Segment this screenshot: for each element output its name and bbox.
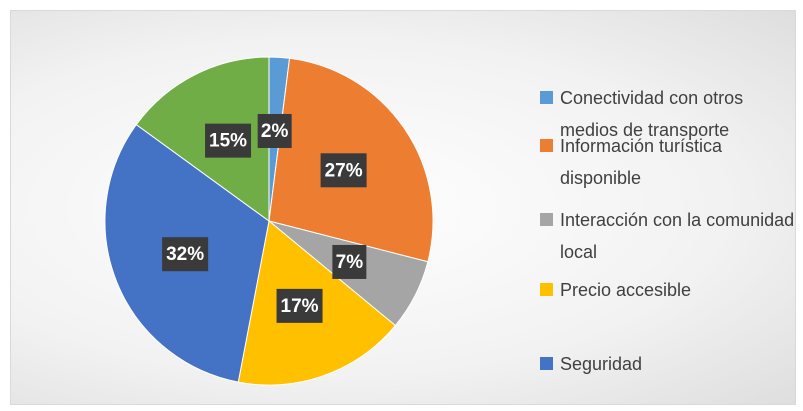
data-label-box — [162, 237, 209, 272]
data-label-box — [205, 123, 252, 158]
legend-label: Interacción con la comunidad local — [560, 210, 795, 262]
data-label-box — [320, 153, 367, 188]
legend-item: Información turística disponible — [540, 130, 800, 194]
legend-label: Información turística disponible — [560, 136, 723, 188]
legend-item: Conectividad con otros medios de transpo… — [540, 82, 800, 146]
data-label-box — [332, 244, 367, 279]
legend-label: Seguridad — [560, 354, 643, 374]
legend-swatch — [540, 283, 553, 296]
legend-swatch — [540, 357, 553, 370]
data-label: 32% — [166, 244, 204, 265]
legend-item: Precio accesible — [540, 274, 800, 306]
legend-swatch — [540, 91, 553, 104]
data-label: 27% — [325, 160, 363, 181]
data-label: 17% — [281, 296, 319, 317]
legend-item: Interacción con la comunidad local — [540, 204, 800, 268]
data-label: 7% — [336, 252, 364, 273]
data-label-box — [257, 113, 292, 148]
pie-slice — [135, 56, 270, 222]
legend-item: Seguridad — [540, 348, 800, 380]
data-label-box — [276, 288, 323, 323]
legend-swatch — [540, 139, 553, 152]
legend-label: Conectividad con otros medios de transpo… — [560, 88, 744, 140]
legend-swatch — [540, 213, 553, 226]
data-label: 2% — [261, 121, 289, 142]
legend-label: Precio accesible — [560, 280, 692, 300]
data-label: 15% — [209, 131, 247, 152]
